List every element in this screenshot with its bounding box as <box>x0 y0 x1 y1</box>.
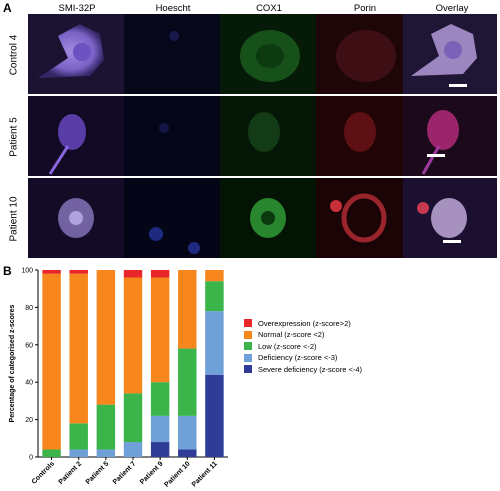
x-tick-label: Patient 11 <box>191 460 219 488</box>
stacked-bar-chart: 0 20 40 60 80 100 Percentage of categorised z-… <box>9 268 228 489</box>
bar-segment <box>96 404 116 450</box>
bar-segment <box>96 270 116 405</box>
x-tick-label: Patient 9 <box>139 460 165 486</box>
row-label-patient-10: Patient 10 <box>8 196 20 242</box>
bar-segment <box>178 415 197 450</box>
legend-swatch <box>244 365 252 373</box>
micrograph-patient5-cox1 <box>220 96 316 176</box>
bar-segment <box>205 270 224 282</box>
panel-a-letter: A <box>3 1 12 15</box>
legend-swatch <box>244 353 252 362</box>
x-tick-label: Patient 2 <box>58 460 84 486</box>
legend-label: Normal (z-score <2) <box>258 330 325 339</box>
legend-label: Deficiency (z-score <-3) <box>258 353 338 362</box>
x-tick-label: Patient 10 <box>163 460 191 488</box>
bar-segment <box>69 270 88 274</box>
legend-item: Normal (z-score <2) <box>244 330 362 340</box>
x-tick-label: Patient 5 <box>85 460 111 486</box>
bar-segment <box>69 423 88 450</box>
panel-b-letter: B <box>3 264 12 278</box>
legend-item: Deficiency (z-score <-3) <box>244 353 362 363</box>
bar-segment <box>150 270 170 278</box>
bar-segment <box>96 449 116 457</box>
micrograph-patient10-cox1 <box>220 178 316 258</box>
column-header-hoescht: Hoescht <box>155 3 191 14</box>
micrograph-patient5-smi32p <box>28 96 124 176</box>
legend-label: Overexpression (z-score>2) <box>258 318 351 328</box>
bar-segment <box>205 281 224 312</box>
scale-bar <box>443 240 461 243</box>
y-tick-label: 20 <box>25 417 33 424</box>
legend-item: Severe deficiency (z-score <-4) <box>244 364 362 374</box>
micrograph-patient10-porin <box>316 178 412 258</box>
chart-legend: Overexpression (z-score>2) Normal (z-scor… <box>244 318 362 376</box>
bar-segment <box>123 270 143 278</box>
row-label-control-4: Control 4 <box>8 34 20 76</box>
legend-label: Low (z-score <-2) <box>258 341 317 351</box>
bar-segment <box>150 277 170 383</box>
bar-segment <box>69 449 88 457</box>
bar-segment <box>69 273 88 424</box>
micrograph-patient10-hoescht <box>124 178 220 258</box>
micrograph-patient5-hoescht <box>124 96 220 176</box>
bar-segment <box>150 415 170 443</box>
y-tick-label: 40 <box>25 380 33 387</box>
bar-segment <box>178 348 197 416</box>
legend-item: Overexpression (z-score>2) <box>244 318 362 328</box>
micrograph-patient5-porin <box>316 96 412 176</box>
micrograph-control4-hoescht <box>124 14 220 94</box>
y-tick-label: 100 <box>21 268 33 275</box>
legend-swatch <box>244 330 252 339</box>
bar-segment <box>123 442 143 457</box>
legend-swatch <box>244 319 252 327</box>
bar-segment <box>42 449 61 457</box>
x-tick-label: Controls <box>31 460 56 485</box>
bar-segment <box>42 273 61 450</box>
bar-segment <box>178 449 197 457</box>
micrograph-control4-smi32p <box>28 14 124 94</box>
column-header-porin: Porin <box>353 3 377 14</box>
column-header-overlay: Overlay <box>435 3 469 14</box>
bar-segment <box>150 382 170 416</box>
y-tick-label: 60 <box>25 342 33 349</box>
legend-label: Severe deficiency (z-score <-4) <box>258 364 362 374</box>
y-axis-label: Percentage of categorised z-scores <box>9 304 16 422</box>
bar-segment <box>123 393 143 443</box>
bar-segment <box>178 270 197 349</box>
micrograph-control4-overlay <box>403 14 497 94</box>
bar-segment <box>42 270 61 274</box>
legend-swatch <box>244 342 252 350</box>
y-tick-label: 0 <box>29 455 33 462</box>
bar-segment <box>123 277 143 394</box>
micrograph-control4-cox1 <box>220 14 316 94</box>
micrograph-patient5-overlay <box>403 96 497 176</box>
micrograph-control4-porin <box>316 14 412 94</box>
scale-bar <box>427 154 445 157</box>
column-header-cox1: COX1 <box>256 3 282 14</box>
legend-item: Low (z-score <-2) <box>244 341 362 351</box>
scale-bar <box>449 84 467 87</box>
y-tick-label: 80 <box>25 305 33 312</box>
column-header-smi32p: SMI-32P <box>58 3 96 14</box>
row-label-patient-5: Patient 5 <box>8 117 20 157</box>
micrograph-patient10-smi32p <box>28 178 124 258</box>
x-tick-label: Patient 7 <box>112 460 138 486</box>
bar-segment <box>150 442 170 457</box>
bar-segment <box>205 374 224 457</box>
micrograph-patient10-overlay <box>403 178 497 258</box>
bar-segment <box>205 311 224 375</box>
